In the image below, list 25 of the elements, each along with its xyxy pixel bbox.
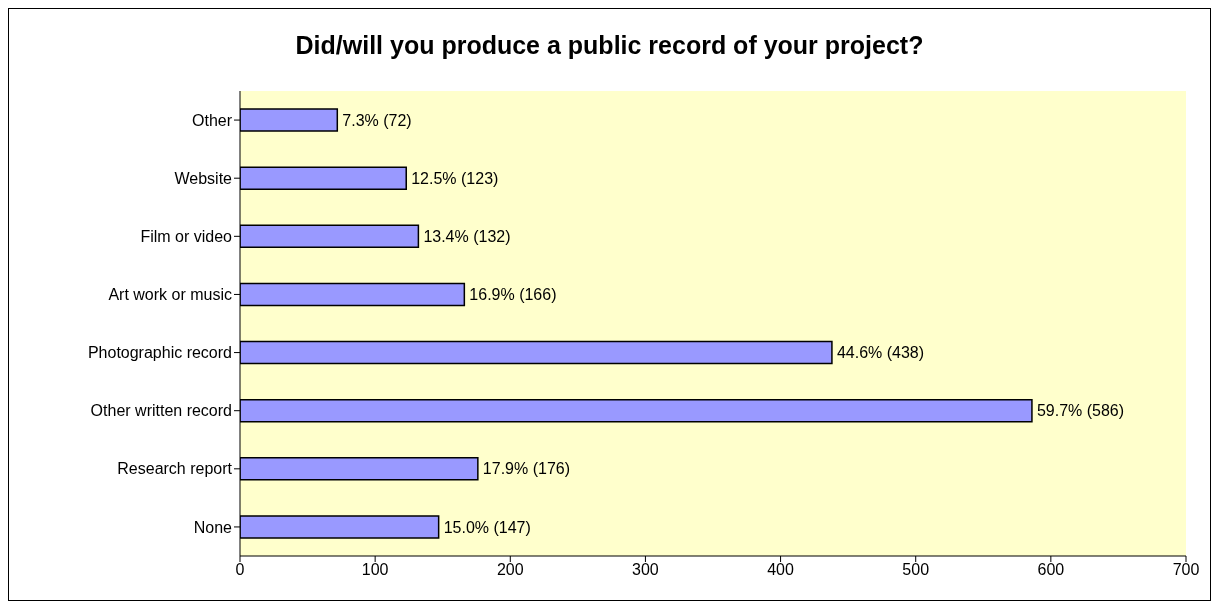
x-tick-label: 700: [1172, 561, 1200, 579]
y-tick-label: Other: [191, 111, 233, 129]
x-tick-label: 600: [1037, 561, 1065, 579]
x-tick-label: 100: [361, 561, 389, 579]
y-tick-label: Research report: [117, 460, 233, 478]
data-label: 16.9% (166): [469, 286, 557, 304]
data-label: 44.6% (438): [836, 344, 925, 362]
data-label: 59.7% (586): [1036, 402, 1125, 420]
y-tick-label: Other written record: [90, 402, 232, 420]
y-tick-label: Art work or music: [108, 286, 232, 304]
data-label: 15.0% (147): [443, 518, 531, 536]
y-tick-label: Film or video: [140, 227, 233, 245]
x-tick-label: 300: [632, 561, 659, 579]
x-tick-label: 400: [767, 561, 795, 579]
y-tick-label: None: [193, 518, 233, 536]
y-tick-label: Photographic record: [87, 344, 232, 362]
y-tick-label: Website: [174, 169, 233, 187]
chart-title: Did/will you produce a public record of your project?: [294, 30, 925, 61]
data-label: 13.4% (132): [423, 227, 511, 245]
data-label: 17.9% (176): [482, 460, 571, 478]
data-label: 7.3% (72): [342, 111, 412, 129]
x-tick-label: 0: [235, 561, 245, 579]
x-tick-label: 500: [902, 561, 930, 579]
x-tick-label: 200: [496, 561, 524, 579]
data-label: 12.5% (123): [411, 169, 499, 187]
